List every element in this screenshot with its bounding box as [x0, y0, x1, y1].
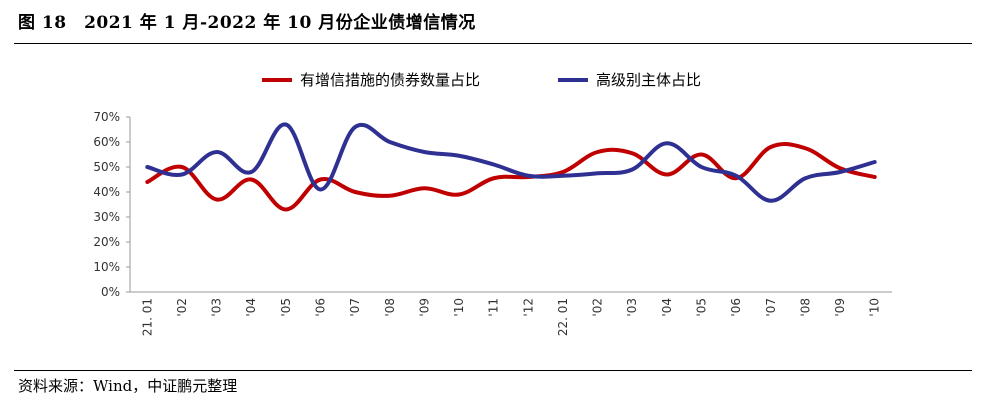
- y-tick-label: 40%: [93, 185, 120, 199]
- y-tick-label: 30%: [93, 210, 120, 224]
- series-line-1: [145, 142, 877, 212]
- legend-label-series-1: 有增信措施的债券数量占比: [300, 71, 480, 89]
- x-tick-label: '06: [314, 298, 328, 317]
- legend-label-series-2: 高级别主体占比: [596, 71, 701, 89]
- x-tick-label: '09: [833, 298, 847, 317]
- x-tick-label: '05: [695, 298, 709, 317]
- x-tick-label: '02: [591, 298, 605, 317]
- y-axis-tick-labels: 0% 10% 20% 30% 40% 50% 60% 70%: [93, 110, 120, 299]
- series-line-2: [145, 122, 877, 203]
- source-note: 资料来源：Wind，中证鹏元整理: [18, 377, 238, 395]
- x-tick-label: '11: [487, 298, 501, 317]
- figure-title: 图 18 2021 年 1 月-2022 年 10 月份企业债增信情况: [18, 13, 476, 33]
- axes: [126, 116, 892, 293]
- bottom-rule: [14, 370, 972, 371]
- y-tick-label: 20%: [93, 235, 120, 249]
- y-tick-label: 50%: [93, 160, 120, 174]
- x-tick-label: '10: [452, 298, 466, 317]
- x-axis-tick-labels: 21. 01 '02 '03 '04 '05 '06 '07 '08 '09 '10 '11 '12 2…: [140, 298, 881, 336]
- y-tick-label: 70%: [93, 110, 120, 124]
- x-tick-label: '03: [625, 298, 639, 317]
- line-chart: 有增信措施的债券数量占比 高级别主体占比 0% 10% 20% 30% 40% 50% 60…: [93, 71, 892, 336]
- series-lines: [145, 122, 877, 212]
- x-tick-label: '07: [348, 298, 362, 317]
- x-tick-label: '06: [729, 298, 743, 317]
- x-tick-label: '02: [175, 298, 189, 317]
- x-tick-label: '05: [279, 298, 293, 317]
- x-tick-label: '04: [244, 298, 258, 317]
- x-tick-label: '10: [868, 298, 882, 317]
- x-tick-label: '08: [383, 298, 397, 317]
- x-tick-label: '09: [417, 298, 431, 317]
- x-tick-label: 21. 01: [140, 298, 154, 336]
- legend: 有增信措施的债券数量占比 高级别主体占比: [262, 71, 701, 89]
- y-tick-label: 0%: [101, 285, 120, 299]
- x-tick-label: '07: [764, 298, 778, 317]
- x-tick-label: '04: [660, 298, 674, 317]
- x-tick-label: '03: [210, 298, 224, 317]
- x-tick-label: '08: [798, 298, 812, 317]
- y-tick-label: 60%: [93, 135, 120, 149]
- y-tick-label: 10%: [93, 260, 120, 274]
- x-tick-label: 22. 01: [556, 298, 570, 336]
- x-tick-label: '12: [521, 298, 535, 317]
- top-rule: [14, 43, 972, 44]
